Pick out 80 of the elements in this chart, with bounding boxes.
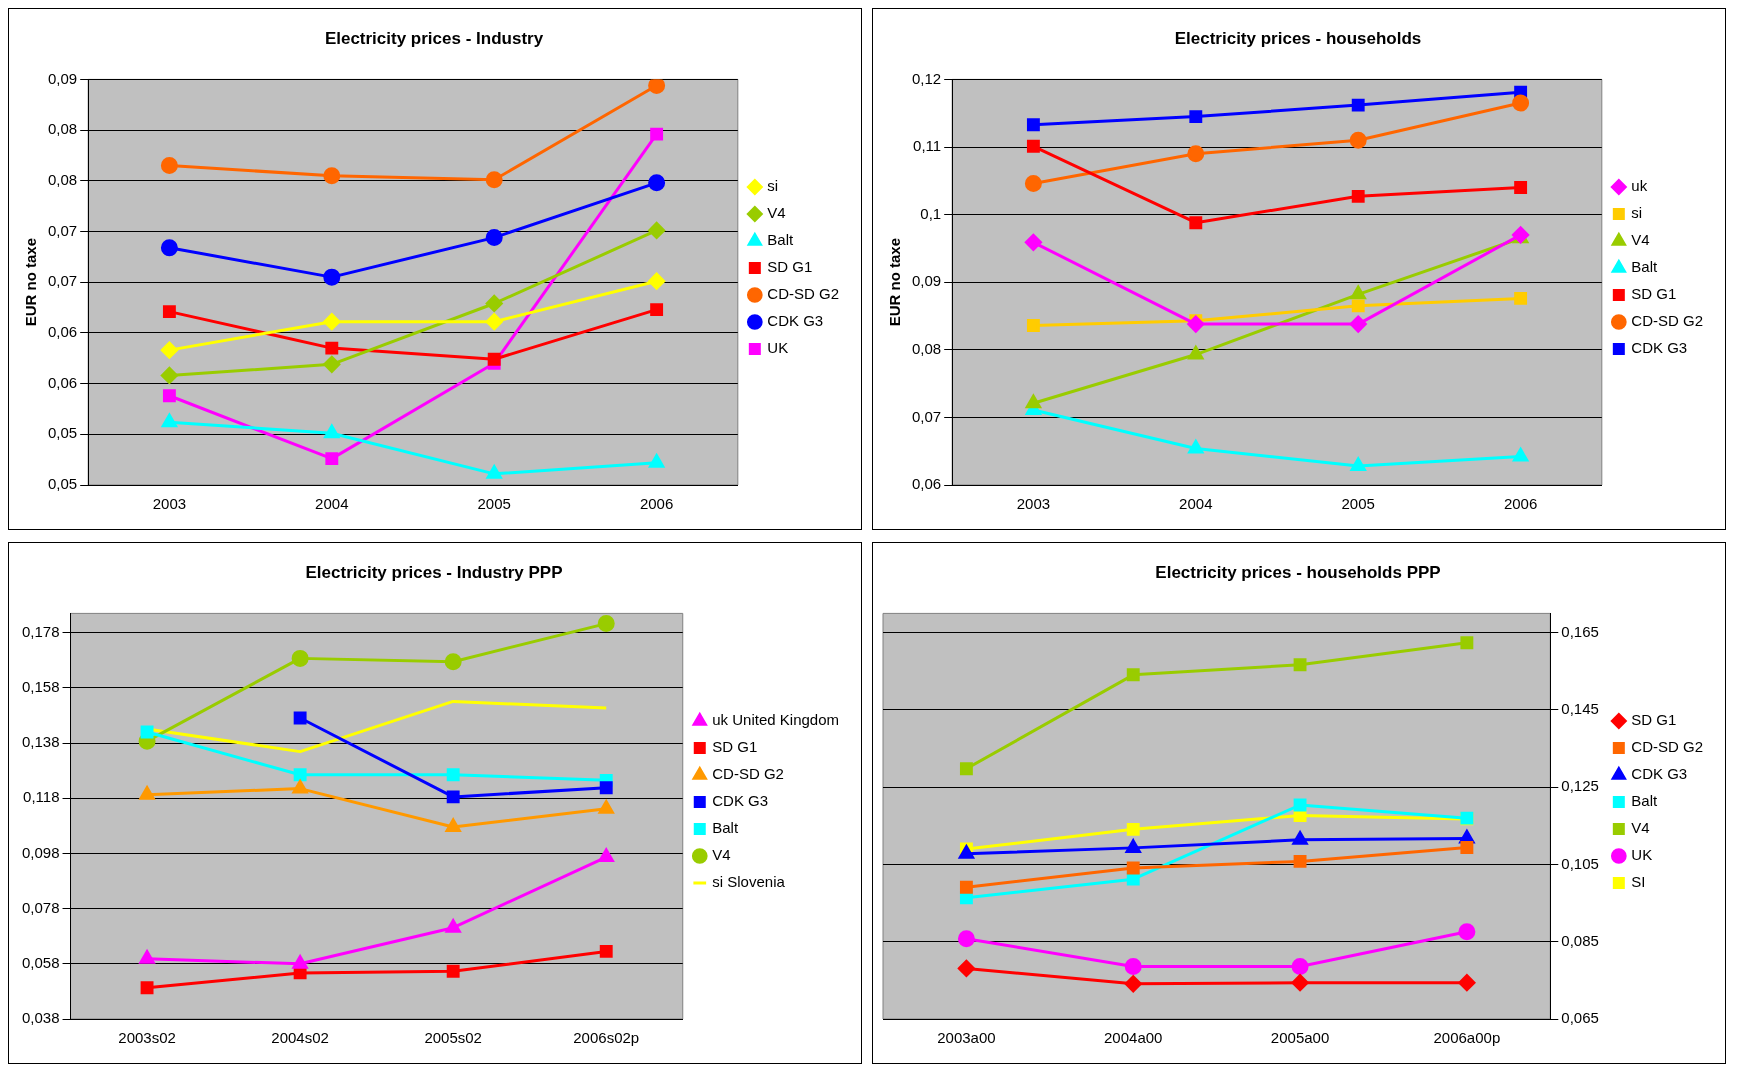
y2-tick-label: 0,145 <box>1561 700 1599 718</box>
y2-tick-label: 0,125 <box>1561 777 1599 795</box>
x-tick-label: 2005a00 <box>1270 1029 1330 1047</box>
legend-label: CDK G3 <box>1631 339 1688 357</box>
legend-label: SD G1 <box>1631 285 1677 303</box>
legend-label: uk <box>1631 177 1648 195</box>
y-tick-label: 0,06 <box>47 373 78 391</box>
legend-label: V4 <box>1631 819 1650 837</box>
legend-label: SD G1 <box>712 738 758 756</box>
y-tick-label: 0,08 <box>47 170 78 188</box>
legend-label: V4 <box>1631 231 1650 249</box>
legend-label: CDK G3 <box>1631 765 1688 783</box>
x-tick-label: 2004a00 <box>1104 1029 1163 1047</box>
x-tick-label: 2004s02 <box>271 1029 329 1047</box>
y-tick-label: 0,158 <box>21 678 60 696</box>
y-tick-label: 0,138 <box>21 733 60 751</box>
y-tick-label: 0,12 <box>911 69 942 87</box>
legend-label: si <box>767 177 779 195</box>
chart-title: Electricity prices - households <box>1174 28 1422 48</box>
x-tick-label: 2005 <box>477 495 511 513</box>
y-tick-label: 0,07 <box>47 272 78 290</box>
legend-label: Balt <box>767 231 794 249</box>
y-tick-label: 0,09 <box>47 69 78 87</box>
y-tick-label: 0,058 <box>21 953 60 971</box>
y-tick-label: 0,07 <box>911 407 942 425</box>
legend-label: CDK G3 <box>712 792 769 810</box>
y-tick-label: 0,09 <box>911 272 942 290</box>
y-tick-label: 0,118 <box>23 788 60 806</box>
legend-label: SD G1 <box>767 258 813 276</box>
y-tick-label: 0,07 <box>47 221 78 239</box>
x-tick-label: 2004 <box>315 495 349 513</box>
legend-label: UK <box>767 339 789 357</box>
legend-label: CD-SD G2 <box>1631 738 1704 756</box>
legend-label: Balt <box>1631 792 1658 810</box>
y-tick-label: 0,11 <box>913 137 942 155</box>
y2-tick-label: 0,065 <box>1561 1009 1599 1027</box>
legend-label: si <box>1631 204 1643 222</box>
x-tick-label: 2006s02p <box>573 1029 640 1047</box>
legend-label: V4 <box>767 204 786 222</box>
y-tick-label: 0,05 <box>47 475 78 493</box>
legend-label: SD G1 <box>1631 711 1677 729</box>
chart-title: Electricity prices - Industry PPP <box>305 562 563 582</box>
y-tick-label: 0,08 <box>47 120 78 138</box>
x-tick-label: 2005 <box>1341 495 1375 513</box>
x-tick-label: 2004 <box>1179 495 1213 513</box>
legend-label: UK <box>1631 846 1653 864</box>
x-tick-label: 2003 <box>152 495 187 513</box>
legend-label: CD-SD G2 <box>1631 312 1704 330</box>
legend-label: Balt <box>1631 258 1658 276</box>
y-tick-label: 0,05 <box>47 424 78 442</box>
legend-label: CD-SD G2 <box>712 765 784 783</box>
x-tick-label: 2003 <box>1016 495 1051 513</box>
y2-tick-label: 0,105 <box>1561 854 1599 872</box>
x-tick-label: 2003s02 <box>118 1029 176 1047</box>
chart-title: Electricity prices - Industry <box>324 28 544 48</box>
y-tick-label: 0,06 <box>47 323 78 341</box>
legend-label: uk United Kingdom <box>712 711 840 729</box>
y-tick-label: 0,078 <box>21 898 60 916</box>
chart-title: Electricity prices - households PPP <box>1155 562 1441 582</box>
y-tick-label: 0,178 <box>21 622 60 640</box>
x-tick-label: 2005s02 <box>424 1029 482 1047</box>
y-axis-title: EUR no taxe <box>22 238 40 327</box>
legend-label: SI <box>1631 873 1646 891</box>
x-tick-label: 2006 <box>639 495 674 513</box>
y-tick-label: 0,038 <box>21 1009 60 1027</box>
legend-label: CD-SD G2 <box>767 285 840 303</box>
legend-label: si Slovenia <box>712 873 786 891</box>
y-tick-label: 0,06 <box>911 475 942 493</box>
y2-tick-label: 0,165 <box>1561 622 1599 640</box>
y-tick-label: 0,1 <box>920 204 942 222</box>
legend-label: Balt <box>712 819 739 837</box>
x-tick-label: 2006a00p <box>1433 1029 1501 1047</box>
x-tick-label: 2003a00 <box>937 1029 996 1047</box>
y-axis-title: EUR no taxe <box>886 238 904 327</box>
y2-tick-label: 0,085 <box>1561 931 1599 949</box>
legend-label: CDK G3 <box>767 312 824 330</box>
legend-label: V4 <box>712 846 731 864</box>
y-tick-label: 0,098 <box>21 843 60 861</box>
x-tick-label: 2006 <box>1503 495 1538 513</box>
y-tick-label: 0,08 <box>911 339 942 357</box>
